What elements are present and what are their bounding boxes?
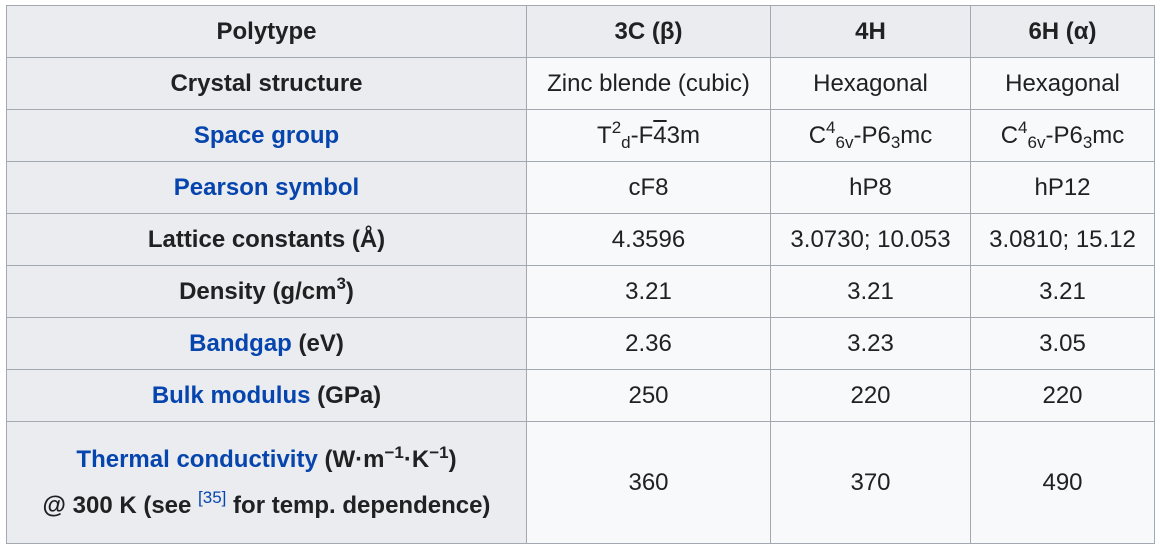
row-label-pearson-symbol: Pearson symbol xyxy=(6,161,527,214)
table-row-pearson-symbol: Pearson symbol cF8 hP8 hP12 xyxy=(6,161,1155,214)
cell-bandgap-3c: 2.36 xyxy=(526,317,771,370)
thermal-unit-sup-1: −1 xyxy=(384,442,404,462)
cell-pearson-4h: hP8 xyxy=(770,161,971,214)
thermal-line2-b: for temp. dependence) xyxy=(226,491,491,519)
space-group-3c-sup: 2 xyxy=(611,118,622,138)
cell-bandgap-4h: 3.23 xyxy=(770,317,971,370)
table-row-lattice-constants: Lattice constants (Å) 4.3596 3.0730; 10.… xyxy=(6,213,1155,266)
cell-bandgap-6h: 3.05 xyxy=(970,317,1155,370)
cell-space-group-3c: T2d-F43m xyxy=(526,109,771,162)
row-label-lattice-constants: Lattice constants (Å) xyxy=(6,213,527,266)
space-group-4h-lattice: -P6 xyxy=(853,121,891,149)
space-group-4h-sub: 6v xyxy=(835,132,854,152)
space-group-6h-sub: 6v xyxy=(1027,132,1046,152)
pearson-symbol-link[interactable]: Pearson symbol xyxy=(173,173,360,201)
cell-crystal-structure-4h: Hexagonal xyxy=(770,57,971,110)
cell-density-4h: 3.21 xyxy=(770,265,971,318)
space-group-3c-lattice: -F xyxy=(630,121,654,149)
table-row-bulk-modulus: Bulk modulus (GPa) 250 220 220 xyxy=(6,369,1155,422)
header-6h: 6H (α) xyxy=(970,5,1155,58)
table-header-row: Polytype 3C (β) 4H 6H (α) xyxy=(6,5,1155,58)
space-group-4h-sub2: 3 xyxy=(890,132,901,152)
space-group-6h-sup: 4 xyxy=(1018,118,1028,138)
space-group-6h-symbol: C xyxy=(1000,121,1019,149)
cell-pearson-3c: cF8 xyxy=(526,161,771,214)
thermal-unit-c: ) xyxy=(448,445,457,473)
bandgap-link[interactable]: Bandgap xyxy=(189,329,292,357)
cell-lattice-6h: 3.0810; 15.12 xyxy=(970,213,1155,266)
thermal-conductivity-line-1: Thermal conductivity (W·m−1·K−1) xyxy=(13,442,520,474)
cell-thermal-3c: 360 xyxy=(526,421,771,544)
space-group-link[interactable]: Space group xyxy=(193,121,340,149)
row-label-bandgap: Bandgap (eV) xyxy=(6,317,527,370)
density-label-sup: 3 xyxy=(336,274,346,294)
thermal-line2-a: @ 300 K (see xyxy=(42,491,199,519)
polytype-properties-table: Polytype 3C (β) 4H 6H (α) Crystal struct… xyxy=(6,5,1155,544)
thermal-unit-b: ·K xyxy=(403,445,430,473)
header-3c: 3C (β) xyxy=(526,5,771,58)
cell-lattice-3c: 4.3596 xyxy=(526,213,771,266)
space-group-4h-rest: mc xyxy=(900,121,933,149)
cell-thermal-4h: 370 xyxy=(770,421,971,544)
density-label-text: Density (g/cm xyxy=(179,277,337,305)
cell-bulk-modulus-3c: 250 xyxy=(526,369,771,422)
thermal-conductivity-link[interactable]: Thermal conductivity xyxy=(76,445,318,473)
bandgap-unit: (eV) xyxy=(291,329,344,357)
row-label-density: Density (g/cm3) xyxy=(6,265,527,318)
row-label-crystal-structure: Crystal structure xyxy=(6,57,527,110)
cell-bulk-modulus-4h: 220 xyxy=(770,369,971,422)
table-row-bandgap: Bandgap (eV) 2.36 3.23 3.05 xyxy=(6,317,1155,370)
row-label-thermal-conductivity: Thermal conductivity (W·m−1·K−1) @ 300 K… xyxy=(6,421,527,544)
space-group-4h-symbol: C xyxy=(808,121,827,149)
cell-bulk-modulus-6h: 220 xyxy=(970,369,1155,422)
bulk-modulus-unit: (GPa) xyxy=(310,381,382,409)
thermal-unit-a: (W·m xyxy=(317,445,385,473)
thermal-conductivity-line-2: @ 300 K (see [35] for temp. dependence) xyxy=(13,489,520,520)
cell-crystal-structure-3c: Zinc blende (cubic) xyxy=(526,57,771,110)
space-group-6h-rest: mc xyxy=(1092,121,1125,149)
space-group-3c-sub: d xyxy=(621,132,631,152)
row-label-bulk-modulus: Bulk modulus (GPa) xyxy=(6,369,527,422)
cell-density-3c: 3.21 xyxy=(526,265,771,318)
space-group-6h-sub2: 3 xyxy=(1082,132,1093,152)
density-label-close: ) xyxy=(345,277,354,305)
cell-crystal-structure-6h: Hexagonal xyxy=(970,57,1155,110)
table-row-crystal-structure: Crystal structure Zinc blende (cubic) He… xyxy=(6,57,1155,110)
space-group-6h-lattice: -P6 xyxy=(1045,121,1083,149)
row-label-space-group: Space group xyxy=(6,109,527,162)
bulk-modulus-link[interactable]: Bulk modulus xyxy=(151,381,311,409)
reference-35-link[interactable]: [35] xyxy=(198,488,227,508)
cell-space-group-6h: C46v-P63mc xyxy=(970,109,1155,162)
cell-space-group-4h: C46v-P63mc xyxy=(770,109,971,162)
cell-lattice-4h: 3.0730; 10.053 xyxy=(770,213,971,266)
header-4h: 4H xyxy=(770,5,971,58)
header-polytype: Polytype xyxy=(6,5,527,58)
cell-pearson-6h: hP12 xyxy=(970,161,1155,214)
thermal-unit-sup-2: −1 xyxy=(429,442,449,462)
space-group-4h-sup: 4 xyxy=(826,118,836,138)
space-group-3c-symbol: T xyxy=(597,121,612,149)
cell-thermal-6h: 490 xyxy=(970,421,1155,544)
table-row-space-group: Space group T2d-F43m C46v-P63mc C46v-P63… xyxy=(6,109,1155,162)
table-row-density: Density (g/cm3) 3.21 3.21 3.21 xyxy=(6,265,1155,318)
space-group-3c-rest: 3m xyxy=(666,121,700,149)
space-group-3c-bar: 4 xyxy=(653,121,667,149)
table-row-thermal-conductivity: Thermal conductivity (W·m−1·K−1) @ 300 K… xyxy=(6,421,1155,544)
cell-density-6h: 3.21 xyxy=(970,265,1155,318)
